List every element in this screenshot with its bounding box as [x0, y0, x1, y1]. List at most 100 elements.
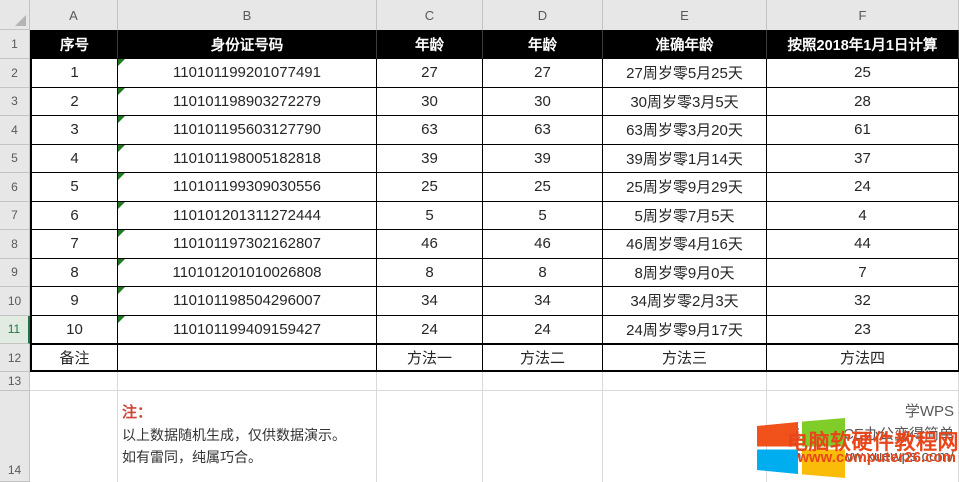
cell-A4[interactable]: 3	[30, 116, 118, 145]
cell-B6[interactable]: 110101199309030556	[118, 173, 377, 202]
cell-C8[interactable]: 46	[377, 230, 483, 259]
cell-E10[interactable]: 34周岁零2月3天	[603, 287, 767, 316]
cell-F2[interactable]: 25	[767, 59, 959, 88]
row-header-11[interactable]: 11	[0, 315, 30, 344]
cell-E11[interactable]: 24周岁零9月17天	[603, 315, 767, 344]
cell-A2[interactable]: 1	[30, 59, 118, 88]
cell-E6[interactable]: 25周岁零9月29天	[603, 173, 767, 202]
row-header-13[interactable]: 13	[0, 372, 30, 391]
row-header-12[interactable]: 12	[0, 344, 30, 372]
cell-F3[interactable]: 28	[767, 87, 959, 116]
cell-D9[interactable]: 8	[483, 258, 603, 287]
cell-C4[interactable]: 63	[377, 116, 483, 145]
cell-F14[interactable]	[767, 391, 959, 482]
row-header-14[interactable]: 14	[0, 391, 30, 482]
cell-D14[interactable]	[483, 391, 603, 482]
cell-A7[interactable]: 6	[30, 201, 118, 230]
cell-C1[interactable]: 年龄	[377, 30, 483, 59]
cell-B2[interactable]: 110101199201077491	[118, 59, 377, 88]
cell-F13[interactable]	[767, 372, 959, 391]
cell-B7[interactable]: 110101201311272444	[118, 201, 377, 230]
cell-C9[interactable]: 8	[377, 258, 483, 287]
cell-D5[interactable]: 39	[483, 144, 603, 173]
cell-E5[interactable]: 39周岁零1月14天	[603, 144, 767, 173]
cell-C11[interactable]: 24	[377, 315, 483, 344]
column-header-e[interactable]: E	[603, 0, 767, 30]
cell-D1[interactable]: 年龄	[483, 30, 603, 59]
cell-F4[interactable]: 61	[767, 116, 959, 145]
cell-E8[interactable]: 46周岁零4月16天	[603, 230, 767, 259]
cell-A1[interactable]: 序号	[30, 30, 118, 59]
cell-A13[interactable]	[30, 372, 118, 391]
cell-D7[interactable]: 5	[483, 201, 603, 230]
cell-F12[interactable]: 方法四	[767, 344, 959, 372]
cell-A8[interactable]: 7	[30, 230, 118, 259]
cell-A6[interactable]: 5	[30, 173, 118, 202]
cell-B8[interactable]: 110101197302162807	[118, 230, 377, 259]
cell-A11[interactable]: 10	[30, 315, 118, 344]
select-all-corner[interactable]	[0, 0, 30, 30]
row-header-3[interactable]: 3	[0, 87, 30, 116]
cell-E9[interactable]: 8周岁零9月0天	[603, 258, 767, 287]
cell-B4[interactable]: 110101195603127790	[118, 116, 377, 145]
cell-B14[interactable]	[118, 391, 377, 482]
row-header-4[interactable]: 4	[0, 116, 30, 145]
cell-C3[interactable]: 30	[377, 87, 483, 116]
cell-D12[interactable]: 方法二	[483, 344, 603, 372]
column-header-d[interactable]: D	[483, 0, 603, 30]
cell-A10[interactable]: 9	[30, 287, 118, 316]
cell-E2[interactable]: 27周岁零5月25天	[603, 59, 767, 88]
cell-C10[interactable]: 34	[377, 287, 483, 316]
cell-D4[interactable]: 63	[483, 116, 603, 145]
row-header-5[interactable]: 5	[0, 144, 30, 173]
cell-C5[interactable]: 39	[377, 144, 483, 173]
cell-C14[interactable]	[377, 391, 483, 482]
cell-B1[interactable]: 身份证号码	[118, 30, 377, 59]
cell-B5[interactable]: 110101198005182818	[118, 144, 377, 173]
row-header-6[interactable]: 6	[0, 173, 30, 202]
cell-B10[interactable]: 110101198504296007	[118, 287, 377, 316]
cell-E12[interactable]: 方法三	[603, 344, 767, 372]
cell-D3[interactable]: 30	[483, 87, 603, 116]
row-header-2[interactable]: 2	[0, 59, 30, 88]
cell-E4[interactable]: 63周岁零3月20天	[603, 116, 767, 145]
row-header-8[interactable]: 8	[0, 230, 30, 259]
cell-A14[interactable]	[30, 391, 118, 482]
column-header-a[interactable]: A	[30, 0, 118, 30]
cell-C7[interactable]: 5	[377, 201, 483, 230]
cell-D11[interactable]: 24	[483, 315, 603, 344]
column-header-f[interactable]: F	[767, 0, 959, 30]
cell-C2[interactable]: 27	[377, 59, 483, 88]
cell-D10[interactable]: 34	[483, 287, 603, 316]
cell-C12[interactable]: 方法一	[377, 344, 483, 372]
cell-E1[interactable]: 准确年龄	[603, 30, 767, 59]
cell-D6[interactable]: 25	[483, 173, 603, 202]
row-header-10[interactable]: 10	[0, 287, 30, 316]
cell-D2[interactable]: 27	[483, 59, 603, 88]
cell-F5[interactable]: 37	[767, 144, 959, 173]
cell-D8[interactable]: 46	[483, 230, 603, 259]
cell-B11[interactable]: 110101199409159427	[118, 315, 377, 344]
cell-A12[interactable]: 备注	[30, 344, 118, 372]
column-header-c[interactable]: C	[377, 0, 483, 30]
cell-B3[interactable]: 110101198903272279	[118, 87, 377, 116]
row-header-1[interactable]: 1	[0, 30, 30, 59]
cell-C13[interactable]	[377, 372, 483, 391]
cell-A5[interactable]: 4	[30, 144, 118, 173]
cell-F8[interactable]: 44	[767, 230, 959, 259]
cell-F1[interactable]: 按照2018年1月1日计算	[767, 30, 959, 59]
cell-E13[interactable]	[603, 372, 767, 391]
cell-F11[interactable]: 23	[767, 315, 959, 344]
cell-A9[interactable]: 8	[30, 258, 118, 287]
column-header-b[interactable]: B	[118, 0, 377, 30]
cell-F7[interactable]: 4	[767, 201, 959, 230]
cell-E14[interactable]	[603, 391, 767, 482]
cell-B12[interactable]	[118, 344, 377, 372]
row-header-9[interactable]: 9	[0, 258, 30, 287]
cell-A3[interactable]: 2	[30, 87, 118, 116]
cell-B13[interactable]	[118, 372, 377, 391]
cell-E7[interactable]: 5周岁零7月5天	[603, 201, 767, 230]
cell-E3[interactable]: 30周岁零3月5天	[603, 87, 767, 116]
cell-F10[interactable]: 32	[767, 287, 959, 316]
cell-F6[interactable]: 24	[767, 173, 959, 202]
